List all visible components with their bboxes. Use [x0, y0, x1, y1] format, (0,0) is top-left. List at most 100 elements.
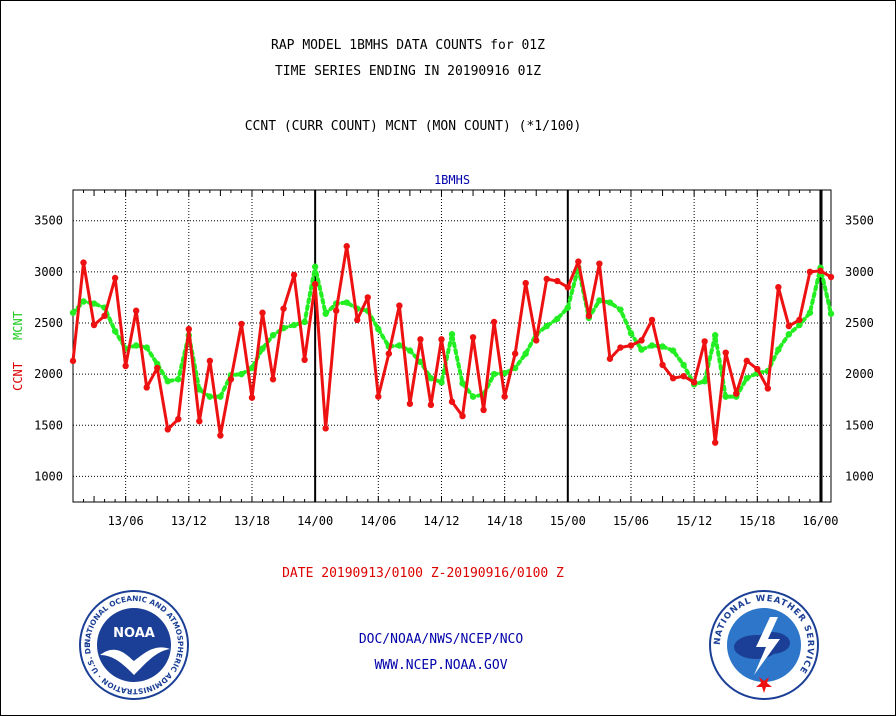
data-point-mcnt — [206, 393, 214, 400]
data-point-mcnt — [290, 321, 298, 329]
data-point-mcnt — [80, 298, 87, 305]
y-tick-label-right: 2000 — [845, 367, 874, 381]
y-tick-label: 3500 — [34, 214, 63, 228]
data-point-ccnt — [733, 390, 740, 397]
data-point-mcnt — [375, 325, 382, 333]
data-point-ccnt — [459, 412, 466, 420]
data-point-ccnt — [490, 318, 498, 326]
data-point-ccnt — [143, 384, 150, 391]
nws-logo: NATIONAL WEATHER SERVICE — [709, 590, 819, 700]
data-point-mcnt — [554, 315, 561, 323]
data-point-mcnt — [775, 346, 782, 353]
data-point-mcnt — [522, 350, 529, 357]
panel-label: 1BMHS — [433, 173, 471, 187]
data-point-ccnt — [354, 316, 361, 324]
data-point-ccnt — [80, 259, 87, 266]
y-tick-label: 2000 — [34, 367, 63, 381]
data-point-mcnt — [111, 327, 119, 335]
y-tick-label: 1500 — [34, 418, 63, 432]
data-point-mcnt — [311, 263, 319, 270]
x-tick-label: 13/12 — [171, 514, 207, 528]
data-point-mcnt — [396, 342, 403, 349]
data-point-mcnt — [564, 304, 572, 311]
y-axis-label-ccnt: CCNT — [11, 362, 25, 391]
data-point-mcnt — [701, 378, 708, 385]
data-point-ccnt — [69, 357, 77, 365]
data-point-mcnt — [248, 364, 256, 372]
data-point-mcnt — [711, 332, 719, 339]
data-point-mcnt — [196, 386, 203, 393]
x-tick-label: 13/06 — [108, 514, 144, 528]
data-point-ccnt — [375, 393, 382, 400]
data-point-ccnt — [259, 309, 266, 316]
data-point-ccnt — [680, 372, 687, 380]
data-point-mcnt — [827, 310, 835, 317]
y-axis-label-mcnt: MCNT — [11, 311, 25, 340]
data-point-ccnt — [596, 260, 603, 267]
x-tick-label: 14/12 — [423, 514, 459, 528]
data-point-ccnt — [206, 357, 214, 365]
data-point-ccnt — [396, 302, 403, 309]
data-point-ccnt — [775, 283, 782, 291]
data-point-ccnt — [827, 273, 835, 281]
data-point-ccnt — [575, 258, 582, 265]
data-point-ccnt — [311, 280, 319, 288]
data-point-mcnt — [596, 297, 603, 304]
data-point-mcnt — [343, 299, 350, 306]
data-point-ccnt — [522, 279, 529, 287]
data-point-ccnt — [585, 312, 593, 320]
data-point-ccnt — [617, 344, 624, 351]
data-point-mcnt — [90, 300, 98, 307]
data-point-ccnt — [248, 394, 256, 401]
data-point-ccnt — [154, 364, 161, 372]
x-tick-label: 13/18 — [234, 514, 270, 528]
data-point-ccnt — [364, 294, 371, 301]
data-point-ccnt — [332, 307, 340, 314]
data-point-ccnt — [796, 316, 803, 324]
data-point-mcnt — [301, 318, 308, 326]
noaa-logo-text: NOAA — [113, 626, 155, 641]
data-point-ccnt — [501, 393, 508, 400]
data-point-ccnt — [743, 357, 750, 365]
data-point-mcnt — [743, 375, 750, 382]
data-point-ccnt — [290, 271, 298, 279]
data-point-ccnt — [754, 365, 761, 373]
data-point-ccnt — [533, 337, 540, 344]
data-point-mcnt — [164, 378, 171, 385]
data-point-ccnt — [164, 426, 171, 433]
axis-ticks: 1000 1000 1500 1500 2000 2000 2500 2500 3000 3000… — [34, 190, 874, 528]
data-point-mcnt — [722, 393, 729, 400]
data-point-ccnt — [406, 400, 414, 407]
data-point-ccnt — [90, 321, 98, 329]
data-point-mcnt — [238, 370, 245, 378]
data-point-mcnt — [785, 331, 793, 338]
data-point-mcnt — [680, 361, 687, 369]
y-tick-label-right: 3000 — [845, 265, 874, 279]
data-point-mcnt — [175, 376, 182, 383]
data-point-ccnt — [343, 243, 350, 250]
data-point-mcnt — [659, 343, 666, 350]
data-point-mcnt — [638, 346, 645, 353]
data-point-ccnt — [238, 320, 245, 328]
x-tick-label: 15/00 — [550, 514, 586, 528]
data-point-ccnt — [764, 385, 772, 392]
data-point-ccnt — [606, 355, 614, 362]
data-point-mcnt — [806, 309, 814, 316]
data-point-mcnt — [606, 299, 614, 306]
x-tick-label: 15/18 — [739, 514, 775, 528]
data-point-ccnt — [648, 316, 656, 324]
data-point-ccnt — [480, 406, 487, 414]
data-point-ccnt — [511, 350, 519, 357]
data-point-mcnt — [406, 347, 414, 354]
data-point-ccnt — [627, 342, 635, 349]
data-point-mcnt — [132, 342, 140, 349]
data-point-ccnt — [301, 356, 308, 364]
y-tick-label-right: 2500 — [845, 316, 874, 330]
data-point-mcnt — [469, 393, 477, 400]
data-point-ccnt — [101, 312, 108, 320]
data-point-mcnt — [427, 375, 435, 382]
data-point-ccnt — [448, 398, 456, 405]
series-layer — [69, 243, 835, 446]
data-point-mcnt — [143, 344, 150, 351]
